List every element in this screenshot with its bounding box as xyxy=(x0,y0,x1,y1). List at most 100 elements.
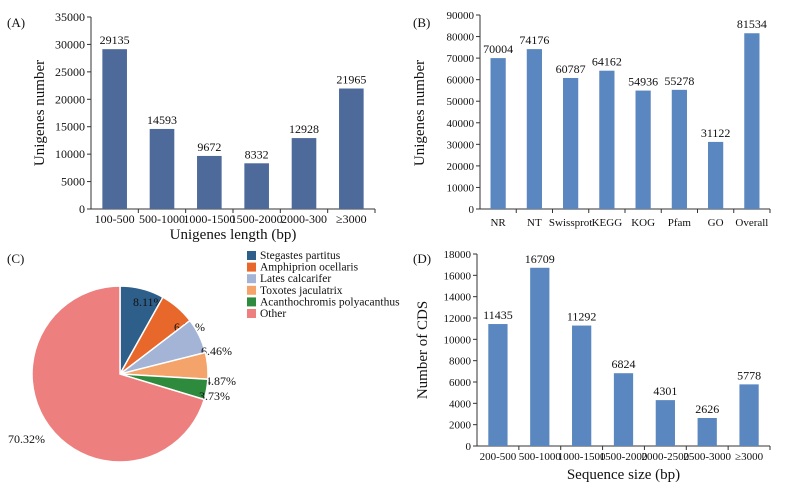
bar xyxy=(563,77,579,209)
legend-label: Amphiprion ocellaris xyxy=(260,262,359,274)
legend-label: Acanthochromis polyacanthus xyxy=(260,296,400,308)
y-tick-label: 40000 xyxy=(447,118,475,130)
data-label: 60787 xyxy=(556,62,586,76)
data-label: 14593 xyxy=(147,113,177,127)
data-label: 70004 xyxy=(483,42,513,56)
x-tick-label: Pfam xyxy=(668,217,692,229)
x-tick-label: 1000-1500 xyxy=(558,451,606,463)
slice-label: 4.87% xyxy=(205,374,236,388)
data-label: 2626 xyxy=(695,402,719,416)
bar xyxy=(488,324,508,446)
y-tick-label: 70000 xyxy=(447,53,475,65)
panel-label: (B) xyxy=(413,15,430,30)
x-tick-label: 1500-2000 xyxy=(600,451,648,463)
x-tick-label: Swissprot xyxy=(549,217,592,229)
x-tick-label: ≥3000 xyxy=(336,212,367,226)
legend-label: Lates calcarifer xyxy=(260,273,331,285)
y-tick-label: 10000 xyxy=(55,147,85,161)
x-tick-label: KEGG xyxy=(592,217,623,229)
x-tick-label: 2500-3000 xyxy=(683,451,731,463)
bar xyxy=(739,384,759,446)
y-axis-label: Unigenes number xyxy=(32,60,48,166)
x-tick-label: 2000-300 xyxy=(281,212,327,226)
bar xyxy=(244,163,269,209)
panel-label: (C) xyxy=(7,251,24,266)
bar xyxy=(708,141,724,209)
bar xyxy=(671,89,687,209)
panel-label: (D) xyxy=(413,251,431,266)
y-tick-label: 35000 xyxy=(55,10,85,24)
y-tick-label: 15000 xyxy=(55,120,85,134)
legend-label: Toxotes jaculatrix xyxy=(260,285,343,297)
y-tick-label: 60000 xyxy=(447,75,475,87)
y-tick-label: 2000 xyxy=(449,420,472,432)
y-tick-label: 80000 xyxy=(447,32,475,44)
x-tick-label: Overall xyxy=(735,217,768,229)
bar xyxy=(655,400,675,446)
y-tick-label: 0 xyxy=(466,441,472,453)
data-label: 64162 xyxy=(592,55,622,69)
y-tick-label: 0 xyxy=(469,204,475,216)
bar xyxy=(102,49,127,210)
x-tick-label: 1000-1500 xyxy=(183,212,235,226)
x-tick-label: 500-1000 xyxy=(519,451,562,463)
bar xyxy=(530,267,550,446)
panel-c: (C)8.11%6.51%6.46%4.87%3.73%70.32%Stegas… xyxy=(7,250,400,463)
y-tick-label: 50000 xyxy=(447,96,475,108)
bar xyxy=(291,138,317,209)
bar xyxy=(526,49,542,209)
legend-swatch xyxy=(247,274,256,284)
y-tick-label: 16000 xyxy=(444,270,472,282)
y-tick-label: 30000 xyxy=(55,37,85,51)
legend-swatch xyxy=(247,297,256,307)
pie-slice xyxy=(31,285,206,463)
x-axis-label: Unigenes length (bp) xyxy=(170,227,297,243)
data-label: 11292 xyxy=(567,310,597,324)
legend-swatch xyxy=(247,251,256,260)
x-tick-label: NT xyxy=(527,217,542,229)
y-tick-label: 4000 xyxy=(449,398,472,410)
x-tick-label: ≥3000 xyxy=(735,451,764,463)
data-label: 8332 xyxy=(245,147,269,161)
data-label: 6824 xyxy=(612,357,636,371)
x-tick-label: 1500-2000 xyxy=(231,212,283,226)
x-tick-label: 500-1000 xyxy=(139,212,185,226)
x-tick-label: NR xyxy=(490,217,506,229)
slice-label: 6.46% xyxy=(201,344,232,358)
y-tick-label: 0 xyxy=(79,202,85,216)
data-label: 74176 xyxy=(519,33,549,47)
slice-label: 70.32% xyxy=(8,432,45,446)
y-axis-label: Unigenes number xyxy=(412,60,428,166)
y-tick-label: 10000 xyxy=(444,334,472,346)
legend-swatch xyxy=(247,309,256,318)
x-tick-label: 2000-2500 xyxy=(642,451,690,463)
data-label: 12928 xyxy=(289,122,319,136)
data-label: 9672 xyxy=(197,140,221,154)
x-tick-label: 100-500 xyxy=(95,212,135,226)
y-tick-label: 20000 xyxy=(55,92,85,106)
panel-label: (A) xyxy=(7,15,25,30)
bar xyxy=(197,155,222,209)
bar xyxy=(635,90,651,209)
legend-swatch xyxy=(247,262,256,272)
data-label: 55278 xyxy=(664,74,694,88)
legend-label: Other xyxy=(260,308,286,320)
y-tick-label: 18000 xyxy=(444,249,472,261)
data-label: 54936 xyxy=(628,75,658,89)
legend-swatch xyxy=(247,285,256,295)
data-label: 21965 xyxy=(336,73,366,87)
y-tick-label: 25000 xyxy=(55,65,85,79)
x-tick-label: GO xyxy=(708,217,724,229)
bar xyxy=(744,33,760,209)
y-tick-label: 6000 xyxy=(449,377,472,389)
bar xyxy=(339,88,364,209)
x-tick-label: KOG xyxy=(631,217,655,229)
data-label: 4301 xyxy=(653,384,677,398)
panel-a: (A) 0 5000 10000 15000 20000 25000 30000 35000 29… xyxy=(7,10,376,243)
legend-label: Stegastes partitus xyxy=(260,250,341,262)
y-tick-label: 8000 xyxy=(449,356,472,368)
y-axis-label: Number of CDS xyxy=(415,301,431,399)
bar xyxy=(599,70,615,209)
